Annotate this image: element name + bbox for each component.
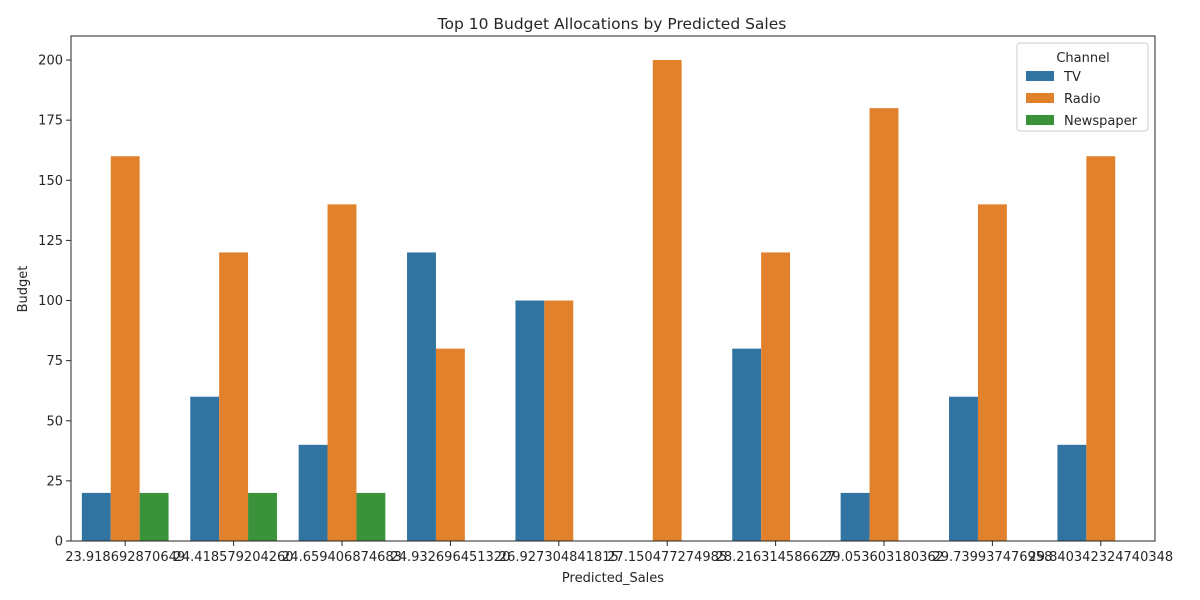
bar-newspaper (356, 492, 386, 541)
bar-tv (1057, 444, 1087, 541)
legend-items: TV Radio Newspaper (1026, 70, 1138, 129)
legend: Channel TV Radio Newspaper (1016, 42, 1149, 132)
y-tick-label: 75 (46, 354, 63, 369)
x-tick-label: 23.918692870649 (65, 550, 185, 565)
y-tick-label: 25 (46, 474, 63, 489)
chart-title: Top 10 Budget Allocations by Predicted S… (437, 15, 787, 33)
bar-tv (298, 444, 328, 541)
y-tick-label: 0 (55, 535, 63, 550)
y-tick-label: 100 (38, 294, 63, 309)
bars (81, 60, 1116, 542)
x-tick-label: 29.840342324740348 (1028, 550, 1173, 565)
bar-newspaper (139, 492, 169, 541)
x-axis-label: Predicted_Sales (562, 571, 664, 586)
y-tick-label: 200 (38, 54, 63, 69)
y-tick-label: 50 (46, 414, 63, 429)
bar-radio (977, 204, 1007, 542)
legend-box (1016, 42, 1149, 132)
bar-newspaper (248, 492, 277, 541)
legend-swatch-newspaper (1026, 115, 1054, 125)
bar-tv (732, 348, 762, 541)
bar-radio (219, 252, 249, 541)
legend-swatch-radio (1026, 93, 1054, 103)
bar-radio (652, 60, 682, 542)
bar-radio (869, 108, 899, 542)
legend-label-radio: Radio (1064, 92, 1101, 107)
bar-radio (327, 204, 357, 542)
x-axis-ticks: 23.91869287064924.41857920426024.6594068… (65, 541, 1173, 565)
bar-radio (761, 252, 791, 541)
x-tick-label: 24.418579204260 (174, 550, 294, 565)
y-tick-label: 175 (38, 114, 63, 129)
x-tick-label: 24.659406874683 (282, 550, 402, 565)
x-tick-label: 29.053603180362 (824, 550, 944, 565)
y-axis-label: Budget (16, 266, 31, 313)
y-tick-label: 150 (38, 174, 63, 189)
plot-frame (70, 35, 1156, 542)
legend-label-newspaper: Newspaper (1064, 114, 1138, 129)
bar-tv (840, 492, 870, 541)
bar-tv (407, 252, 436, 541)
x-tick-label: 27.150477274985 (607, 550, 727, 565)
bar-radio (544, 300, 574, 541)
x-tick-label: 26.927304841815 (499, 550, 619, 565)
y-tick-label: 125 (38, 234, 63, 249)
bar-radio (1086, 156, 1116, 541)
legend-label-tv: TV (1063, 70, 1081, 85)
x-tick-label: 29.739937476958 (932, 550, 1052, 565)
bar-tv (81, 492, 111, 541)
bar-tv (190, 396, 220, 541)
legend-title: Channel (1056, 51, 1109, 66)
bar-radio (110, 156, 140, 541)
bar-tv (515, 300, 545, 541)
x-tick-label: 24.932696451320 (390, 550, 510, 565)
bar-radio (435, 348, 465, 541)
legend-swatch-tv (1026, 71, 1054, 81)
bar-tv (949, 396, 978, 541)
y-axis-ticks: 0 25 50 75 100 125 150 175 200 (38, 54, 71, 550)
x-tick-label: 28.216314586627 (716, 550, 836, 565)
